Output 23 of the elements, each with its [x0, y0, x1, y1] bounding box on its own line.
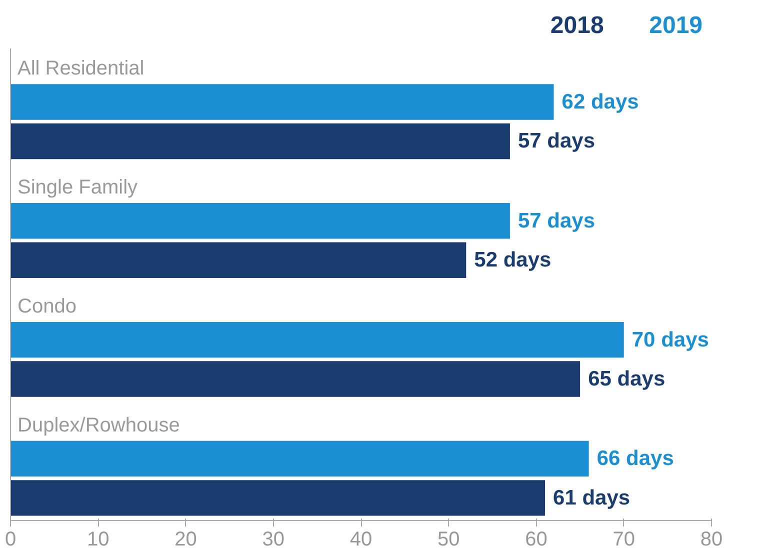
x-tick-label: 30 [262, 528, 284, 548]
text: 2019 [649, 12, 703, 39]
y-tick-label: Duplex/Rowhouse [18, 414, 180, 436]
data-label: 57 days [518, 209, 596, 232]
y-tick-label: All Residential [18, 58, 144, 80]
x-tick-label: 0 [4, 528, 16, 548]
data-label: 65 days [588, 368, 666, 391]
data-label: 52 days [474, 248, 552, 272]
x-tick-label: 50 [438, 528, 460, 548]
data-label: 61 days [553, 486, 630, 510]
x-tick-label: 10 [87, 528, 110, 548]
x-tick-label: 80 [700, 528, 723, 548]
data-label: 57 days [518, 130, 596, 153]
x-tick-label: 40 [350, 528, 372, 548]
x-tick-label: 60 [525, 528, 548, 548]
data-label: 66 days [596, 447, 674, 470]
y-tick-label: Condo [18, 295, 76, 318]
y-tick-label: Single Family [18, 176, 138, 199]
data-label: 70 days [632, 328, 709, 352]
text: 2018 [550, 12, 604, 39]
data-label: 62 days [562, 90, 639, 114]
x-tick-label: 70 [612, 528, 635, 548]
x-tick-label: 20 [174, 528, 197, 548]
